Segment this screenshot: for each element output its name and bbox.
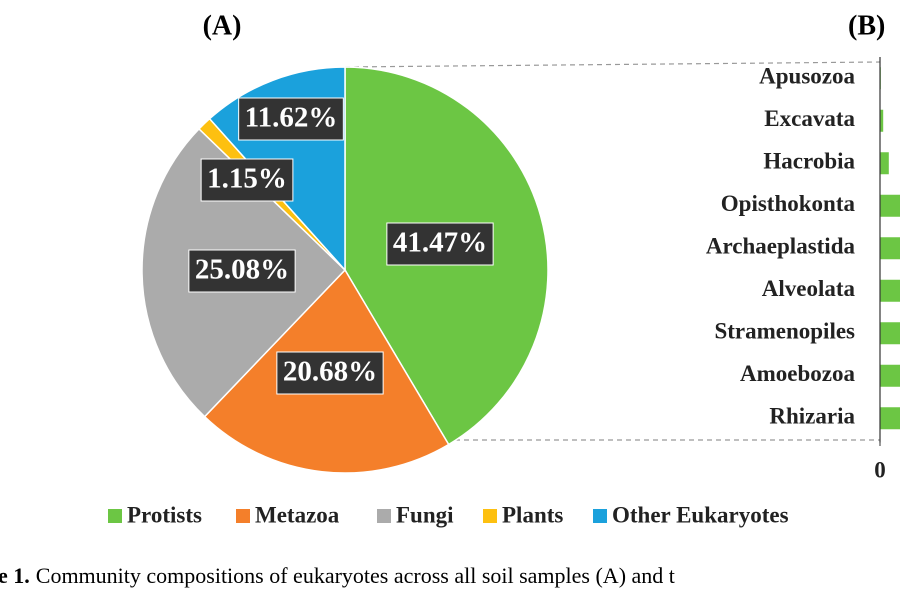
y-tick-label: Apusozoa	[759, 64, 855, 89]
data-label: 1.15%	[207, 163, 287, 195]
legend-label: Other Eukaryotes	[612, 502, 789, 527]
data-label-box	[188, 249, 296, 293]
bar-plot	[880, 67, 900, 430]
bar	[880, 364, 900, 387]
connector-line	[344, 61, 881, 68]
legend-swatch	[236, 509, 250, 523]
legend-swatch	[377, 509, 391, 523]
legend-label: Protists	[127, 502, 202, 527]
bar	[880, 279, 900, 302]
legend-label: Plants	[502, 502, 563, 527]
bar	[880, 407, 900, 430]
data-label-box	[200, 158, 294, 202]
legend-label: Metazoa	[255, 502, 340, 527]
data-label-box	[276, 351, 384, 395]
data-label: 11.62%	[245, 102, 338, 134]
y-tick-label: Hacrobia	[763, 149, 855, 174]
data-label-box	[238, 97, 344, 141]
legend-swatch	[483, 509, 497, 523]
y-tick-label: Amoebozoa	[740, 361, 855, 386]
bar	[880, 194, 900, 217]
data-label: 41.47%	[393, 227, 487, 259]
bar	[880, 322, 900, 345]
y-tick-label: Stramenopiles	[714, 319, 855, 344]
data-label: 25.08%	[195, 254, 289, 286]
x-tick-label: 0	[874, 457, 886, 482]
legend-swatch	[593, 509, 607, 523]
panel-title: (B)	[848, 10, 885, 41]
legend-label: Fungi	[396, 502, 454, 527]
legend-swatch	[108, 509, 122, 523]
bar	[880, 152, 889, 175]
caption: e 1. Community compositions of eukaryotes…	[0, 563, 675, 588]
bar	[880, 237, 900, 260]
bar	[880, 109, 884, 132]
y-tick-label: Archaeplastida	[706, 234, 856, 259]
y-tick-label: Alveolata	[762, 276, 856, 301]
y-tick-label: Excavata	[764, 106, 855, 131]
data-label-box	[386, 222, 494, 266]
caption-label: e 1.	[0, 563, 30, 588]
data-label: 20.68%	[283, 356, 377, 388]
caption-text: Community compositions of eukaryotes acr…	[36, 563, 675, 588]
panel-title: (A)	[203, 10, 242, 41]
y-tick-label: Rhizaria	[769, 404, 855, 429]
y-tick-label: Opisthokonta	[721, 191, 856, 216]
